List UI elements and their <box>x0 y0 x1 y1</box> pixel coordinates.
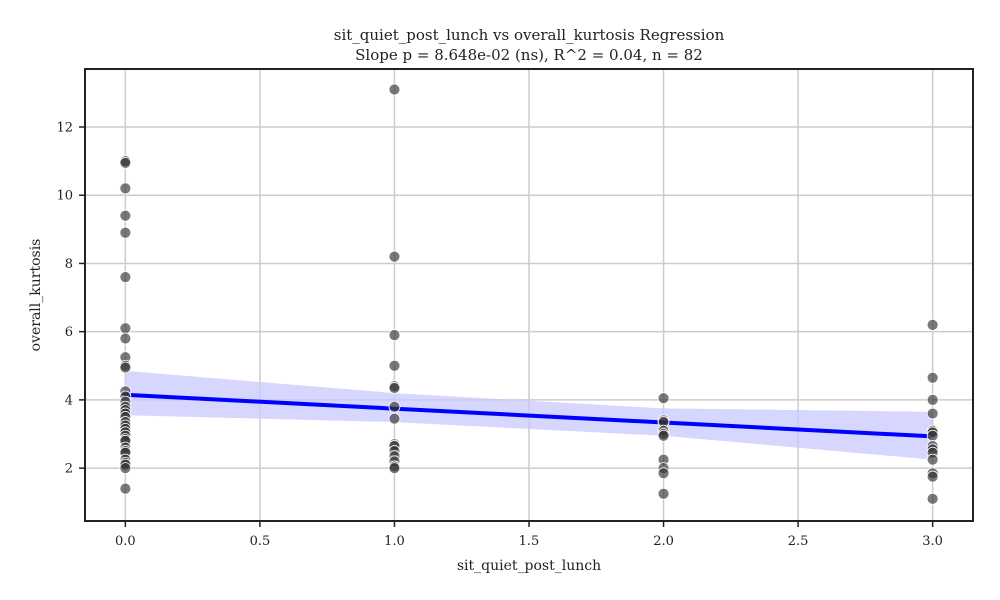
data-point <box>120 483 131 494</box>
x-tick-label: 2.0 <box>653 534 674 549</box>
data-point <box>120 227 131 238</box>
data-point <box>927 471 938 482</box>
y-axis-ticks: 2 4 6 8 10 12 <box>56 120 85 476</box>
data-point <box>120 463 131 474</box>
data-point <box>927 454 938 465</box>
data-point <box>927 493 938 504</box>
y-tick-label: 8 <box>65 257 73 272</box>
y-tick-label: 2 <box>65 462 73 477</box>
data-point <box>927 430 938 441</box>
data-point <box>658 430 669 441</box>
data-point <box>389 84 400 95</box>
grid <box>85 69 973 521</box>
data-point <box>927 394 938 405</box>
data-point <box>389 360 400 371</box>
data-point <box>389 330 400 341</box>
x-tick-label: 1.0 <box>384 534 405 549</box>
data-point <box>658 468 669 479</box>
x-axis-label: sit_quiet_post_lunch <box>457 558 601 574</box>
chart-title: sit_quiet_post_lunch vs overall_kurtosis… <box>334 26 725 44</box>
data-point <box>120 333 131 344</box>
data-point <box>389 251 400 262</box>
x-axis-ticks: 0.0 0.5 1.0 1.5 2.0 2.5 3.0 <box>115 521 943 549</box>
data-point <box>927 372 938 383</box>
x-tick-label: 0.0 <box>115 534 136 549</box>
x-tick-label: 2.5 <box>788 534 809 549</box>
x-tick-label: 1.5 <box>519 534 540 549</box>
x-tick-label: 3.0 <box>922 534 943 549</box>
data-point <box>927 319 938 330</box>
y-tick-label: 10 <box>56 189 73 204</box>
data-point <box>658 488 669 499</box>
data-point <box>120 272 131 283</box>
data-point <box>658 393 669 404</box>
y-tick-label: 6 <box>65 325 73 340</box>
chart-subtitle: Slope p = 8.648e-02 (ns), R^2 = 0.04, n … <box>355 46 703 64</box>
data-point <box>389 413 400 424</box>
y-axis-label: overall_kurtosis <box>28 239 44 352</box>
data-point <box>120 362 131 373</box>
data-point <box>389 463 400 474</box>
data-point <box>389 401 400 412</box>
y-tick-label: 4 <box>65 393 73 408</box>
data-point <box>120 210 131 221</box>
data-point <box>120 157 131 168</box>
data-point <box>389 382 400 393</box>
data-point <box>120 323 131 334</box>
data-point <box>927 408 938 419</box>
x-tick-label: 0.5 <box>250 534 271 549</box>
y-tick-label: 12 <box>56 120 73 135</box>
data-point <box>120 183 131 194</box>
